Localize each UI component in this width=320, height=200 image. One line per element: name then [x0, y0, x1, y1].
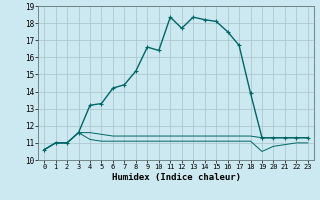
X-axis label: Humidex (Indice chaleur): Humidex (Indice chaleur) — [111, 173, 241, 182]
